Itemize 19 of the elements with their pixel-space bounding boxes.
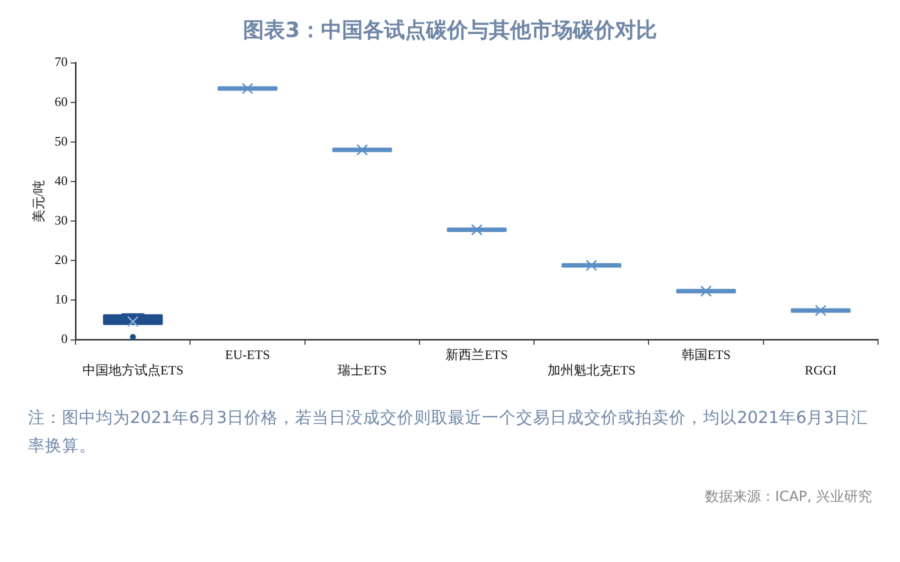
x-tick-label: 新西兰ETS	[446, 347, 508, 362]
chart-title: 图表3：中国各试点碳价与其他市场碳价对比	[242, 17, 658, 44]
x-tick-label: RGGI	[804, 362, 837, 378]
y-tick-label: 50	[54, 133, 68, 148]
text: 注：图中均为2021年6月3日价格，若当日没成交价则取最近一个交易日成交价或拍卖价，均以2021年6月3日汇率换算。	[28, 407, 869, 457]
y-tick-label: 30	[54, 212, 68, 228]
y-tick-label: 60	[54, 94, 68, 109]
y-axis-title: 美元/吨	[31, 180, 46, 223]
x-tick-label: EU-ETS	[225, 347, 270, 362]
y-tick-label: 0	[61, 331, 68, 346]
y-tick-label: 40	[54, 172, 68, 188]
y-tick-label: 70	[54, 54, 68, 70]
y-tick-label: 20	[54, 252, 68, 268]
x-tick-label: 加州魁北克ETS	[547, 362, 636, 378]
x-tick-label: 瑞士ETS	[338, 362, 387, 378]
x-tick-label: 韩国ETS	[681, 347, 731, 362]
x-tick-label: 中国地方试点ETS	[82, 362, 184, 378]
source-note: 数据来源：ICAP, 兴业研究	[704, 488, 872, 506]
y-tick-label: 10	[54, 292, 68, 307]
